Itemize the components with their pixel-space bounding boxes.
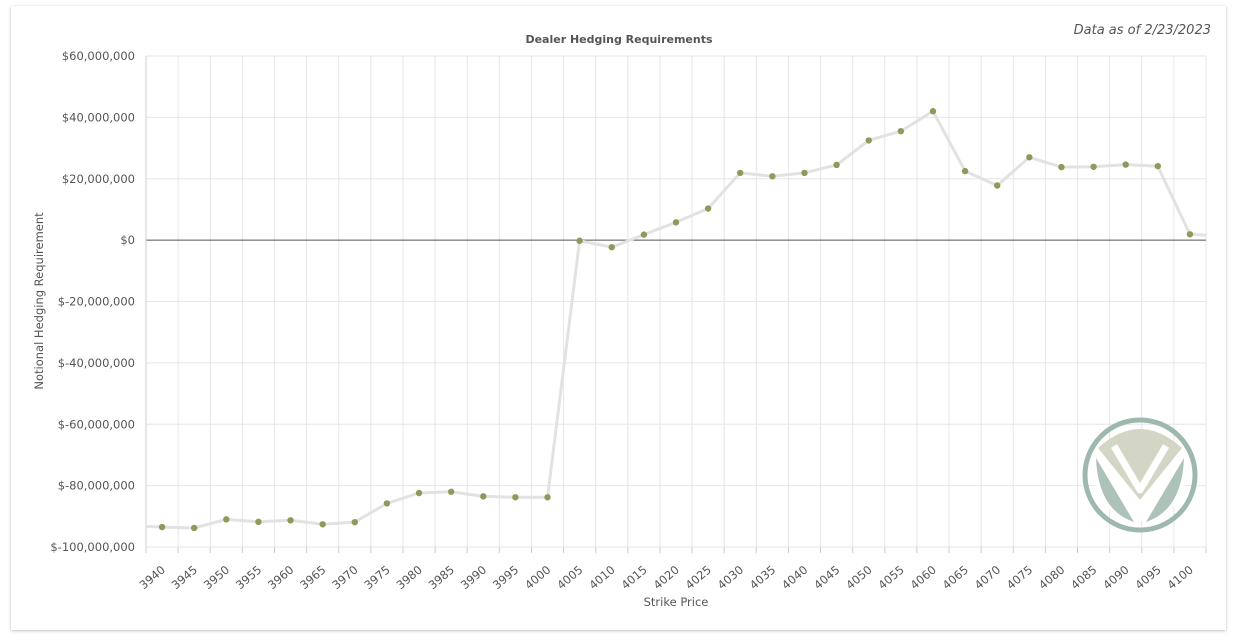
x-tick-label: 4040 (779, 563, 810, 593)
data-point (447, 488, 455, 495)
data-point (190, 524, 198, 532)
data-point (319, 521, 326, 528)
x-axis-title: Strike Price (644, 595, 709, 609)
x-tick-label: 3985 (426, 563, 457, 593)
data-point (1122, 161, 1129, 168)
x-tick-label: 4085 (1068, 563, 1099, 593)
data-point (1090, 163, 1097, 170)
x-tick-label: 4065 (940, 563, 971, 593)
data-point (287, 517, 294, 524)
x-tick-label: 4075 (1004, 563, 1035, 593)
x-tick-label: 3975 (361, 563, 392, 593)
series-points (158, 108, 1194, 532)
x-tick-label: 4030 (715, 563, 746, 593)
x-tick-label: 4045 (811, 563, 842, 593)
data-point (351, 518, 358, 526)
data-point (833, 161, 840, 169)
data-point (961, 167, 969, 175)
series-line (145, 109, 1207, 530)
y-tick-label: $20,000,000 (62, 172, 135, 186)
chart-card (11, 6, 1226, 630)
y-tick-label: $40,000,000 (62, 110, 135, 124)
data-point (255, 518, 262, 526)
data-point (1186, 231, 1194, 238)
y-tick-label: $0 (120, 233, 135, 247)
data-point (897, 127, 905, 135)
x-tick-label: 3940 (137, 563, 168, 593)
x-tick-label: 3955 (233, 563, 264, 593)
x-tick-label: 4070 (972, 563, 1003, 593)
x-tick-label: 3945 (169, 563, 200, 593)
x-tick-label: 4100 (1164, 563, 1195, 593)
data-point (158, 523, 166, 531)
y-tick-label: $-60,000,000 (58, 417, 135, 431)
data-point (1154, 162, 1162, 170)
data-point (801, 169, 808, 177)
grid (145, 55, 1207, 548)
x-tick-label: 4010 (586, 563, 617, 593)
data-point (608, 243, 615, 251)
y-tick-label: $-80,000,000 (58, 479, 135, 493)
x-tick-label: 4000 (522, 563, 553, 593)
v-shield-logo-icon (1082, 417, 1198, 533)
x-tick-label: 4050 (843, 563, 874, 593)
x-tick-label: 3960 (265, 563, 296, 593)
x-tick-label: 3970 (329, 563, 360, 593)
data-point (383, 500, 391, 507)
x-tick-label: 4080 (1036, 563, 1067, 593)
data-point (512, 494, 519, 501)
x-tick-label: 4060 (907, 563, 938, 593)
x-tick-label: 4015 (618, 563, 649, 593)
data-point (994, 182, 1001, 189)
x-tick-label: 3965 (297, 563, 328, 593)
x-tick-label: 4020 (650, 563, 681, 593)
y-axis-title: Notional Hedging Requirement (32, 212, 46, 390)
x-tick-label: 4005 (554, 563, 585, 593)
y-tick-label: $60,000,000 (62, 49, 135, 63)
x-tick-label: 3990 (458, 563, 489, 593)
data-point (640, 231, 648, 238)
data-point (415, 489, 423, 497)
data-point (480, 493, 487, 500)
data-as-of-label: Data as of 2/23/2023 (1073, 23, 1211, 38)
y-tick-label: $-20,000,000 (58, 295, 135, 309)
data-point (769, 173, 776, 180)
data-point (704, 205, 712, 212)
data-point (1058, 163, 1065, 171)
x-tick-label: 4090 (1100, 563, 1131, 593)
x-tick-label: 3980 (394, 563, 425, 593)
chart-title: Dealer Hedging Requirements (525, 33, 713, 46)
data-point (737, 169, 744, 177)
x-tick-label: 3950 (201, 563, 232, 593)
series-path (145, 109, 1207, 530)
data-point (223, 516, 230, 523)
x-tick-label: 4095 (1132, 563, 1163, 593)
data-point (929, 108, 937, 115)
data-point (576, 237, 583, 244)
data-point (865, 137, 872, 144)
x-tick-label: 4025 (683, 563, 714, 593)
x-tick-label: 4035 (747, 563, 778, 593)
data-point (544, 494, 551, 501)
y-tick-label: $-40,000,000 (58, 356, 135, 370)
data-point (672, 219, 680, 226)
data-point (1026, 154, 1033, 161)
y-tick-label: $-100,000,000 (50, 540, 135, 554)
x-tick-label: 3995 (490, 563, 521, 593)
x-tick-label: 4055 (875, 563, 906, 593)
